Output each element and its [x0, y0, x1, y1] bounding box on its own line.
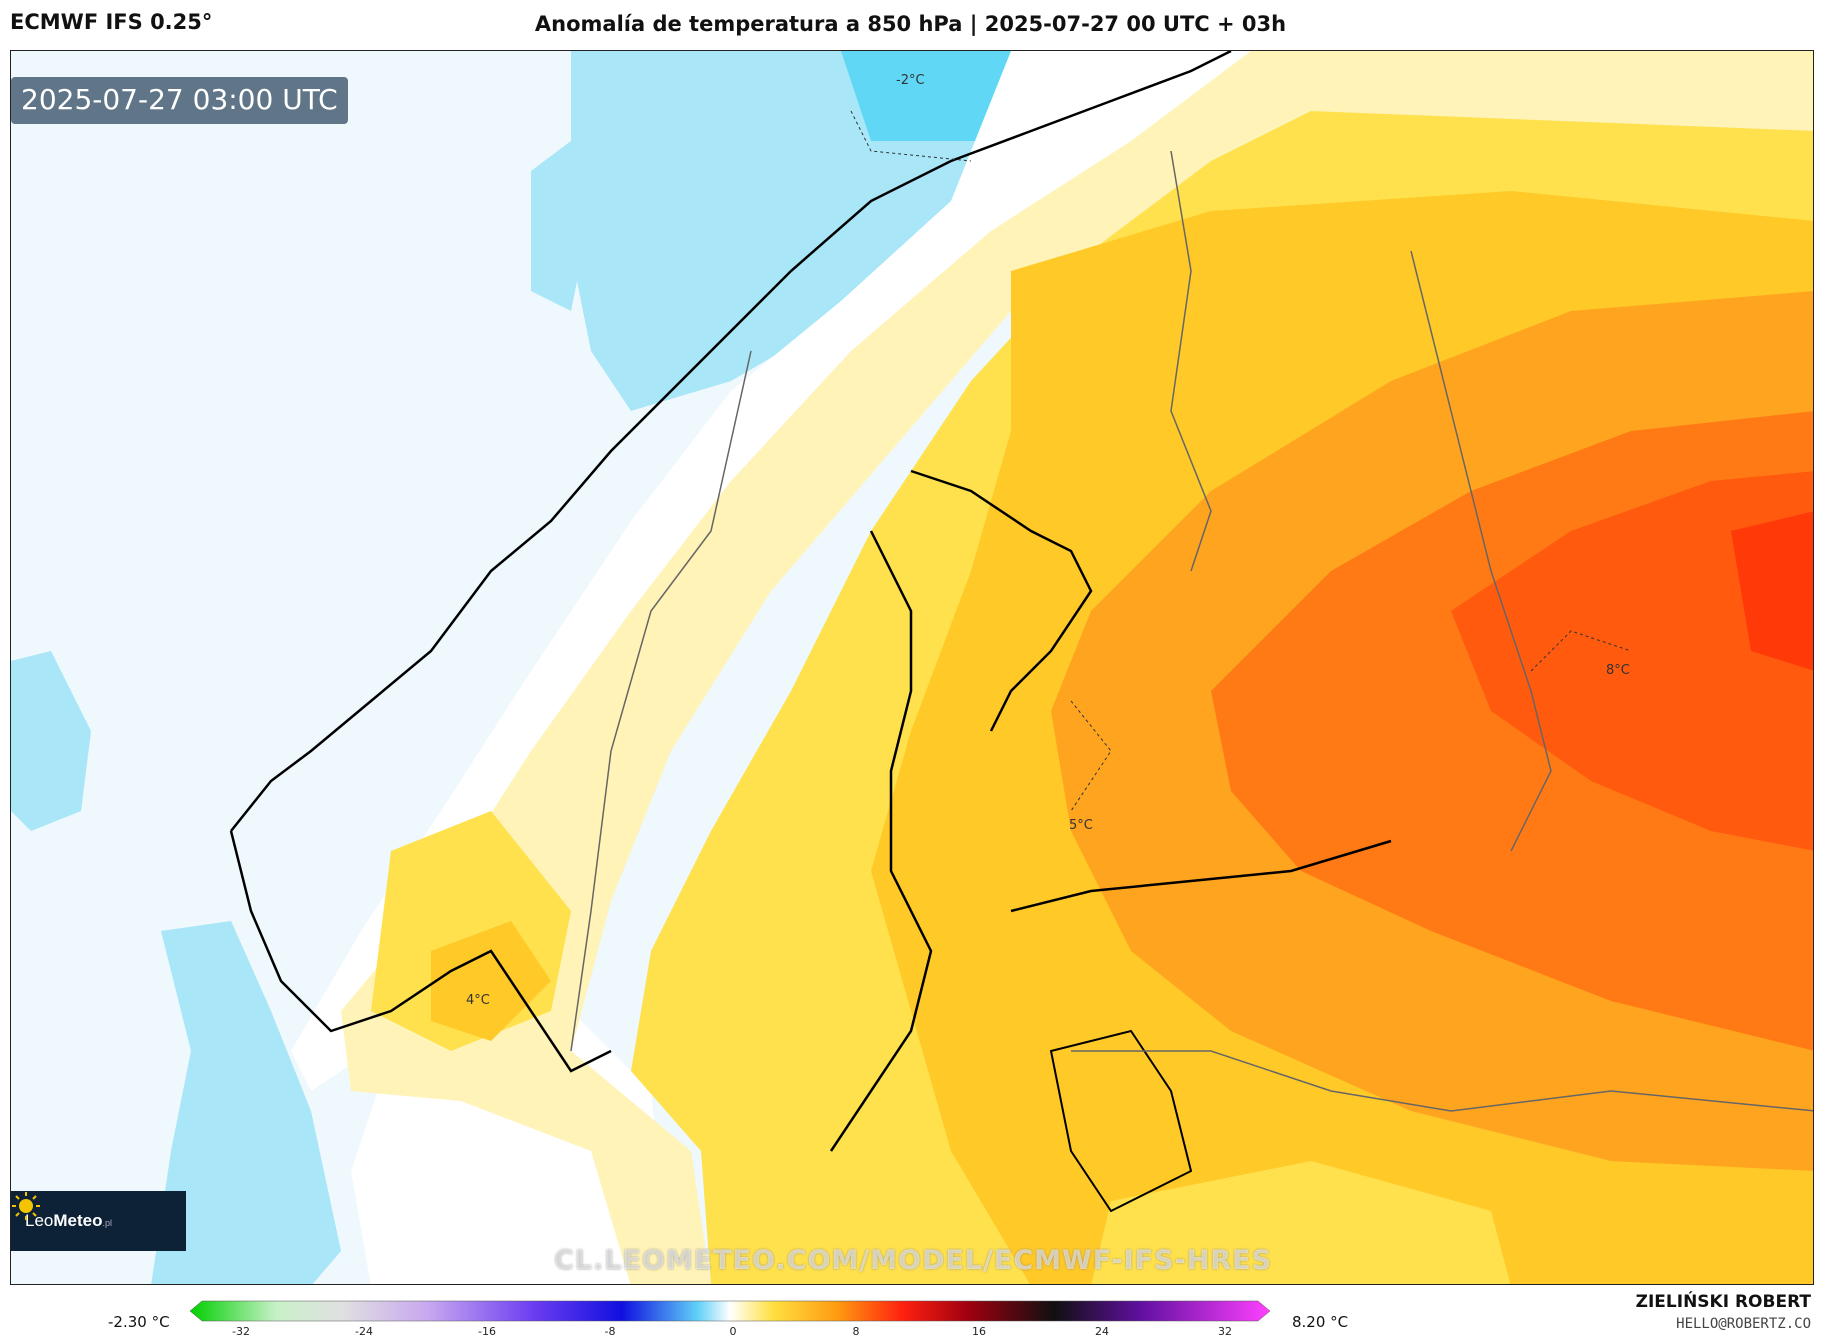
map-field: [11, 51, 1813, 1284]
colorbar-tick: 16: [972, 1325, 986, 1338]
sun-icon: [12, 1192, 40, 1220]
colorbar-tick: -8: [604, 1325, 616, 1338]
logo-text: LeoMeteo.pl: [25, 1211, 113, 1230]
isoline-label: 4°C: [466, 993, 490, 1008]
colorbar-tick: -16: [478, 1325, 496, 1338]
isoline-label: 8°C: [1606, 663, 1630, 678]
field-min-label: -2.30 °C: [108, 1313, 170, 1331]
source-watermark: CL.LEOMETEO.COM/MODEL/ECMWF-IFS-HRES: [553, 1245, 1273, 1276]
model-name: ECMWF IFS 0.25°: [10, 10, 213, 34]
valid-time-badge: 2025-07-27 03:00 UTC: [11, 77, 348, 124]
colorbar-tick: 0: [729, 1325, 737, 1338]
leometeo-logo[interactable]: LeoMeteo.pl: [11, 1191, 186, 1251]
field-max-label: 8.20 °C: [1292, 1313, 1349, 1331]
chart-title: Anomalía de temperatura a 850 hPa | 2025…: [534, 12, 1287, 36]
isoline-label: 5°C: [1069, 818, 1093, 833]
colorbar-tick: -32: [232, 1325, 250, 1338]
author-name: ZIELIŃSKI ROBERT: [1635, 1292, 1811, 1312]
colorbar: [190, 1300, 1270, 1322]
author-email[interactable]: HELLO@ROBERTZ.CO: [1676, 1316, 1811, 1332]
colorbar-tick: 24: [1095, 1325, 1109, 1338]
colorbar-tick: -24: [355, 1325, 373, 1338]
colorbar-tick: 32: [1218, 1325, 1232, 1338]
anomaly-map[interactable]: 2025-07-27 03:00 UTC -2°C 5°C 8°C 4°C Le…: [10, 50, 1814, 1285]
colorbar-tick: 8: [852, 1325, 860, 1338]
isoline-label: -2°C: [896, 73, 925, 88]
